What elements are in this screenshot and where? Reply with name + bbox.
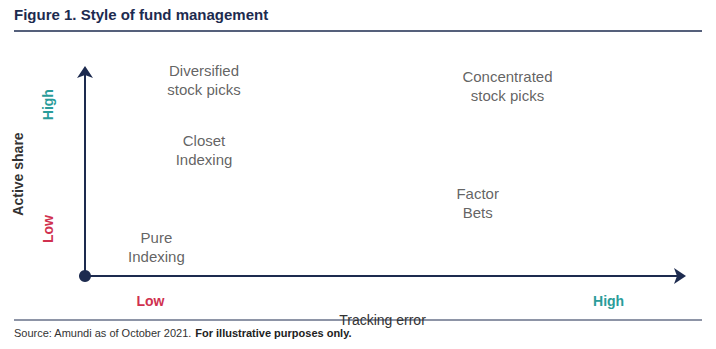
svg-text:High: High bbox=[593, 293, 624, 309]
svg-text:For illustrative purposes only: For illustrative purposes only. bbox=[195, 327, 351, 339]
svg-text:Bets: Bets bbox=[463, 204, 493, 221]
svg-text:Factor: Factor bbox=[456, 185, 499, 202]
svg-text:High: High bbox=[40, 89, 56, 120]
svg-text:Active share: Active share bbox=[10, 132, 26, 215]
svg-text:Closet: Closet bbox=[183, 132, 226, 149]
svg-text:Low: Low bbox=[136, 293, 164, 309]
svg-text:Indexing: Indexing bbox=[176, 151, 233, 168]
svg-text:Indexing: Indexing bbox=[128, 248, 185, 265]
svg-text:Tracking error: Tracking error bbox=[339, 312, 426, 328]
svg-text:Source: Amundi as of October 2: Source: Amundi as of October 2021. bbox=[14, 327, 191, 339]
svg-text:stock picks: stock picks bbox=[471, 87, 544, 104]
svg-text:Low: Low bbox=[40, 215, 56, 243]
svg-text:Figure 1. Style of fund manage: Figure 1. Style of fund management bbox=[14, 6, 268, 23]
svg-text:stock picks: stock picks bbox=[167, 81, 240, 98]
svg-text:Concentrated: Concentrated bbox=[462, 68, 552, 85]
svg-text:Diversified: Diversified bbox=[169, 62, 239, 79]
svg-text:Pure: Pure bbox=[141, 229, 173, 246]
